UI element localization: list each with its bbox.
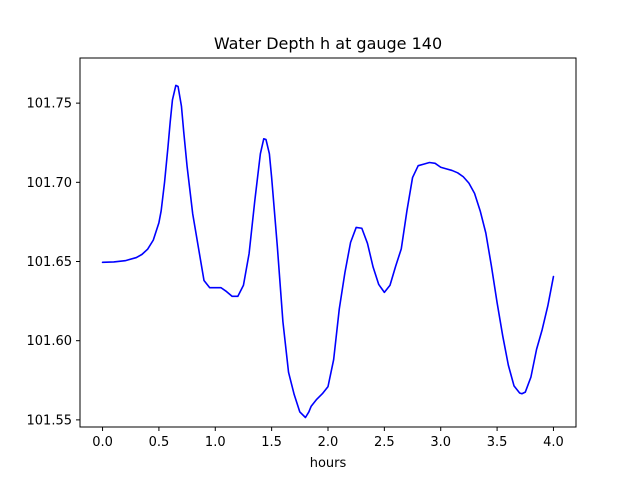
y-tick-label: 101.70 — [27, 176, 73, 191]
x-tick-label: 2.0 — [318, 435, 339, 450]
chart-title: Water Depth h at gauge 140 — [214, 34, 442, 53]
x-tick-label: 4.0 — [543, 435, 564, 450]
y-tick-label: 101.55 — [27, 413, 73, 428]
y-tick-label: 101.60 — [27, 334, 73, 349]
series-line-1 — [101, 84, 555, 419]
y-tick-label: 101.65 — [27, 255, 73, 270]
ticks-layer: 0.0 0.5 1.0 1.5 2.0 2.5 3.0 3.5 4.0 101.55 101.60 1… — [27, 97, 564, 450]
y-tick-label: 101.75 — [27, 97, 73, 112]
x-tick-label: 0.0 — [92, 435, 113, 450]
x-axis-label: hours — [310, 456, 347, 471]
x-tick-label: 2.5 — [374, 435, 395, 450]
x-tick-label: 0.5 — [149, 435, 170, 450]
plot-area-frame — [79, 57, 577, 428]
x-tick-label: 3.0 — [430, 435, 451, 450]
x-tick-label: 1.5 — [261, 435, 282, 450]
plot-layer — [101, 84, 555, 419]
x-tick-label: 1.0 — [205, 435, 226, 450]
x-tick-label: 3.5 — [487, 435, 508, 450]
